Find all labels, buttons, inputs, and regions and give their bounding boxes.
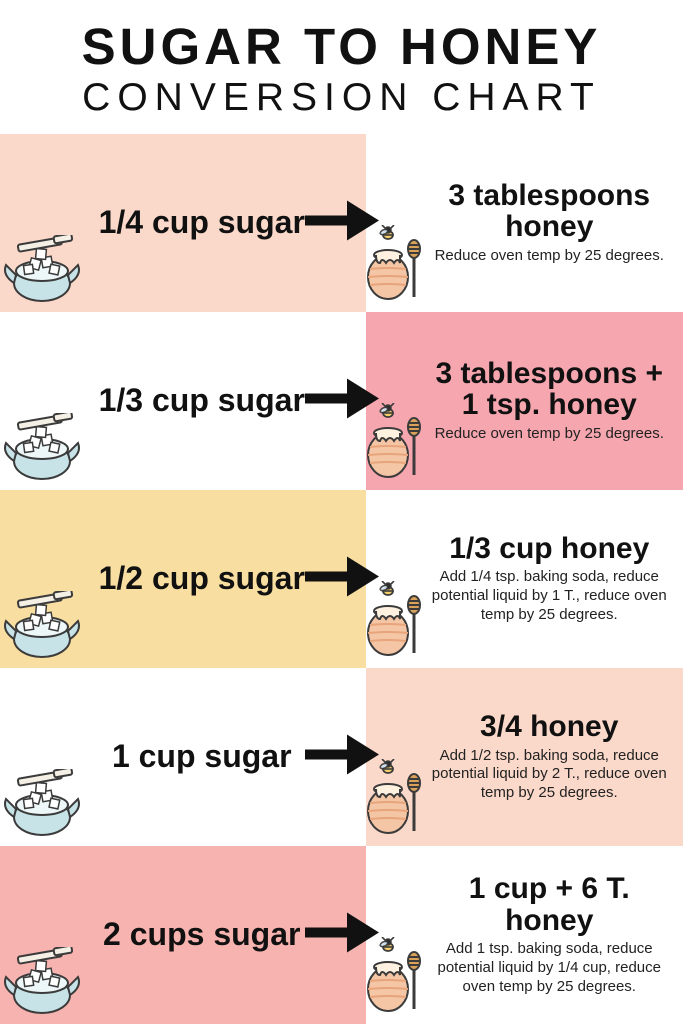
honey-note: Reduce oven temp by 25 degrees. [429,247,670,266]
title-sub: CONVERSION CHART [10,76,673,120]
honey-cell: 3 tablespoons honey Reduce oven temp by 2… [366,134,683,312]
honey-cell: 1 cup + 6 T. honeyAdd 1 tsp. baking soda… [366,846,683,1024]
honey-note: Add 1/4 tsp. baking soda, reduce potenti… [426,568,674,624]
sugar-bowl-icon [0,235,84,305]
title-block: SUGAR TO HONEY CONVERSION CHART [0,0,683,134]
conversion-row: 2 cups sugar 1 cup + 6 T. honeyAdd 1 tsp… [0,846,683,1024]
honey-block: 3 tablespoons + 1 tsp. honey Reduce oven … [426,358,674,444]
honey-note: Add 1 tsp. baking soda, reduce potential… [426,940,674,996]
honey-cell: 3/4 honey Add 1/2 tsp. baking soda, reduc… [366,668,683,846]
honey-amount: 1 cup + 6 T. honey [426,873,674,936]
honey-block: 1/3 cup honeyAdd 1/4 tsp. baking soda, r… [426,533,674,625]
conversion-row: 1 cup sugar 3/4 honey Add 1/2 tsp. baking… [0,668,683,846]
conversion-row: 1/2 cup sugar 1/3 cup honeyAdd 1/4 tsp. … [0,490,683,668]
honey-amount: 1/3 cup honey [449,533,649,565]
conversion-row: 1/3 cup sugar 3 tablespoons + 1 tsp. hon… [0,312,683,490]
honey-amount: 3 tablespoons honey [426,180,674,243]
sugar-amount: 1/3 cup sugar [99,383,305,418]
honey-block: 3 tablespoons honey Reduce oven temp by 2… [426,180,674,266]
sugar-amount: 2 cups sugar [103,917,300,952]
sugar-amount: 1/4 cup sugar [99,205,305,240]
conversion-rows: 1/4 cup sugar 3 tablespoons honey Reduce … [0,134,683,1024]
arrow-icon [303,552,381,600]
sugar-bowl-icon [0,769,84,839]
honey-block: 3/4 honey Add 1/2 tsp. baking soda, reduc… [426,711,674,803]
title-main: SUGAR TO HONEY [10,20,673,74]
sugar-bowl-icon [0,947,84,1017]
sugar-bowl-icon [0,413,84,483]
honey-block: 1 cup + 6 T. honeyAdd 1 tsp. baking soda… [426,873,674,996]
honey-amount: 3/4 honey [480,711,618,743]
arrow-icon [303,196,381,244]
honey-note: Add 1/2 tsp. baking soda, reduce potenti… [426,747,674,803]
arrow-icon [303,730,381,778]
conversion-row: 1/4 cup sugar 3 tablespoons honey Reduce … [0,134,683,312]
arrow-icon [303,374,381,422]
honey-cell: 1/3 cup honeyAdd 1/4 tsp. baking soda, r… [366,490,683,668]
sugar-bowl-icon [0,591,84,661]
honey-note: Reduce oven temp by 25 degrees. [429,425,670,444]
sugar-amount: 1/2 cup sugar [99,561,305,596]
honey-amount: 3 tablespoons + 1 tsp. honey [426,358,674,421]
sugar-amount: 1 cup sugar [112,739,292,774]
honey-cell: 3 tablespoons + 1 tsp. honey Reduce oven … [366,312,683,490]
conversion-chart-page: SUGAR TO HONEY CONVERSION CHART 1/4 cup … [0,0,683,1024]
arrow-icon [303,908,381,956]
